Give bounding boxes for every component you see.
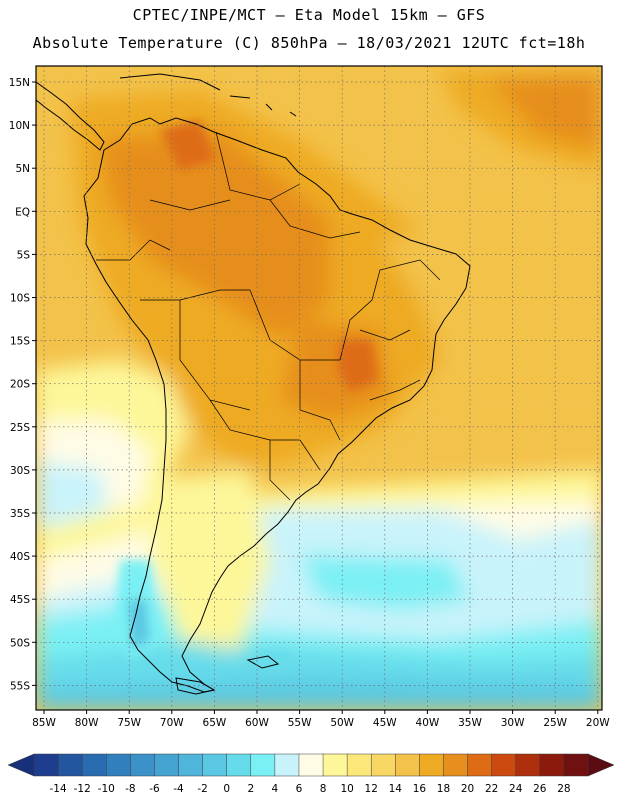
lon-label: 45W [373, 717, 397, 729]
south-america-outline [83, 117, 471, 693]
lat-label: 30S [10, 465, 30, 477]
latitude-axis: 15N 10N 5N EQ 5S 10S 15S 20S 25S 30S 35S 40S 45S 50S 5… [9, 77, 36, 692]
lon-label: 20W [586, 717, 610, 729]
lon-label: 40W [416, 717, 440, 729]
colorbar-tick-label: 24 [509, 783, 523, 795]
colorbar-swatch [154, 753, 180, 777]
lon-label: 75W [117, 717, 141, 729]
lat-label: 10N [9, 120, 30, 132]
longitude-axis: 85W 80W 75W 70W 65W 60W 55W 50W 45W 40W 35W 30W 25W 2… [32, 710, 610, 729]
colorbar-swatch [443, 753, 469, 777]
lat-label: 35S [10, 508, 30, 520]
colorbar-tick-label: 6 [296, 783, 303, 795]
colorbar-tick-label: 12 [365, 783, 378, 795]
colorbar-swatch [419, 753, 445, 777]
lon-label: 85W [32, 717, 56, 729]
colorbar-swatch [515, 753, 541, 777]
colorbar-tick-label: 22 [485, 783, 498, 795]
lat-label: 40S [10, 551, 30, 563]
graticule [36, 66, 602, 710]
lat-label: 20S [10, 379, 30, 391]
lat-label: 5N [15, 163, 30, 175]
colorbar-swatch [250, 753, 276, 777]
map-frame [35, 65, 603, 711]
lat-label: 5S [17, 249, 31, 261]
colorbar-tick-label: 16 [413, 783, 427, 795]
colorbar-tick-label: 2 [247, 783, 254, 795]
lon-label: 80W [75, 717, 99, 729]
lat-label: 15N [9, 77, 30, 89]
colorbar-swatch [274, 753, 300, 777]
coastlines [36, 73, 471, 695]
colorbar-swatch [202, 753, 228, 777]
colorbar-swatch [563, 753, 589, 777]
colorbar-tick-label: -8 [125, 783, 135, 795]
lon-label: 30W [501, 717, 525, 729]
colorbar-tick-label: 20 [461, 783, 474, 795]
colorbar-swatch [298, 753, 324, 777]
lat-label: EQ [15, 206, 30, 218]
colorbar-tick-label: 8 [320, 783, 327, 795]
colorbar-swatch [370, 753, 396, 777]
colorbar-low-arrow [7, 753, 35, 777]
colorbar-swatch [106, 753, 131, 777]
temperature-field [36, 66, 602, 710]
lon-label: 60W [245, 717, 269, 729]
colorbar-tick-label: 14 [389, 783, 403, 795]
tierra-del-fuego [175, 677, 216, 695]
lat-label: 15S [10, 336, 30, 348]
colorbar-tick-label: -2 [197, 783, 207, 795]
lat-label: 10S [10, 293, 30, 305]
lon-label: 35W [458, 717, 482, 729]
colorbar: -14 -12 -10 -8 -6 -4 -2 0 2 4 6 8 10 12 14 16 18 20 22 24 26… [7, 753, 615, 795]
colorbar-swatch [57, 753, 83, 777]
colorbar-tick-label: 0 [223, 783, 230, 795]
colorbar-swatch [130, 753, 155, 777]
colorbar-tick-label: 26 [533, 783, 547, 795]
caribbean-islands [119, 73, 297, 117]
map-title: CPTEC/INPE/MCT – Eta Model 15km – GFS [132, 6, 486, 24]
lat-label: 25S [10, 422, 30, 434]
country-borders [96, 131, 441, 501]
colorbar-tick-label: -6 [149, 783, 160, 795]
lon-label: 25W [543, 717, 567, 729]
map-subtitle: Absolute Temperature (C) 850hPa – 18/03/… [32, 34, 586, 52]
lon-label: 70W [160, 717, 184, 729]
lat-label: 45S [10, 594, 30, 606]
colorbar-swatch [346, 753, 372, 777]
colorbar-tick-label: 10 [340, 783, 353, 795]
central-america-outline [36, 81, 105, 151]
colorbar-high-arrow [587, 753, 615, 777]
lon-label: 55W [288, 717, 312, 729]
colorbar-tick-label: -10 [98, 783, 115, 795]
colorbar-tick-label: 18 [437, 783, 450, 795]
colorbar-swatch [33, 753, 59, 777]
colorbar-swatch [81, 753, 107, 777]
colorbar-tick-label: 28 [557, 783, 570, 795]
colorbar-swatch [491, 753, 517, 777]
colorbar-tick-label: -12 [74, 783, 91, 795]
lat-label: 50S [10, 637, 30, 649]
colorbar-swatch [226, 753, 252, 777]
lon-label: 65W [203, 717, 227, 729]
lon-label: 50W [330, 717, 354, 729]
colorbar-tick-label: -4 [173, 783, 184, 795]
colorbar-swatch [395, 753, 420, 777]
colorbar-tick-label: -14 [50, 783, 67, 795]
lat-label: 55S [10, 680, 30, 692]
colorbar-swatch [178, 753, 204, 777]
colorbar-swatch [539, 753, 565, 777]
colorbar-swatch [322, 753, 348, 777]
colorbar-swatch [467, 753, 493, 777]
colorbar-tick-label: 4 [272, 783, 279, 795]
